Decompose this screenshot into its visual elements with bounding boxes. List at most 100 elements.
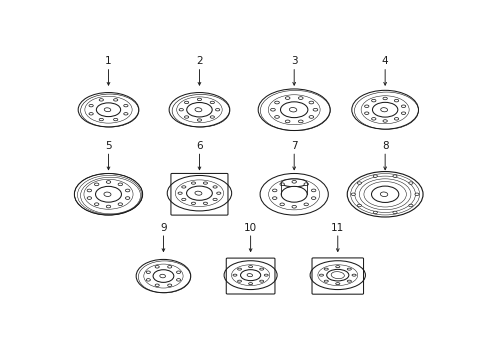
- Ellipse shape: [123, 113, 128, 115]
- FancyBboxPatch shape: [226, 258, 274, 294]
- Ellipse shape: [169, 93, 229, 127]
- Ellipse shape: [260, 174, 327, 215]
- Ellipse shape: [216, 192, 221, 194]
- Ellipse shape: [274, 101, 279, 104]
- Ellipse shape: [96, 103, 121, 117]
- Ellipse shape: [179, 108, 183, 111]
- Ellipse shape: [240, 270, 260, 281]
- Ellipse shape: [382, 97, 386, 100]
- Ellipse shape: [357, 182, 361, 184]
- Ellipse shape: [285, 120, 289, 123]
- Ellipse shape: [106, 181, 110, 183]
- Ellipse shape: [99, 118, 103, 121]
- Ellipse shape: [308, 101, 313, 104]
- Ellipse shape: [324, 280, 327, 282]
- Ellipse shape: [393, 99, 398, 102]
- Ellipse shape: [182, 198, 185, 201]
- Ellipse shape: [146, 279, 150, 281]
- Ellipse shape: [89, 104, 93, 107]
- Ellipse shape: [203, 182, 207, 184]
- Ellipse shape: [351, 90, 418, 129]
- Text: 6: 6: [196, 141, 203, 151]
- Ellipse shape: [371, 99, 375, 102]
- Ellipse shape: [335, 266, 339, 267]
- Ellipse shape: [372, 211, 377, 214]
- Ellipse shape: [392, 175, 396, 177]
- Ellipse shape: [350, 193, 355, 195]
- Ellipse shape: [304, 183, 308, 185]
- Ellipse shape: [113, 99, 118, 101]
- Ellipse shape: [324, 268, 327, 270]
- Ellipse shape: [184, 116, 188, 118]
- Ellipse shape: [346, 280, 351, 282]
- Ellipse shape: [319, 274, 323, 276]
- Ellipse shape: [191, 202, 195, 204]
- Ellipse shape: [118, 203, 122, 206]
- Ellipse shape: [213, 186, 217, 188]
- Ellipse shape: [259, 280, 263, 282]
- Ellipse shape: [184, 101, 188, 104]
- Ellipse shape: [279, 183, 284, 185]
- Ellipse shape: [382, 120, 386, 122]
- Ellipse shape: [371, 118, 375, 120]
- Ellipse shape: [280, 102, 307, 118]
- Ellipse shape: [291, 206, 296, 208]
- Ellipse shape: [87, 197, 91, 199]
- Text: 8: 8: [381, 141, 387, 151]
- Ellipse shape: [258, 89, 329, 131]
- Ellipse shape: [351, 274, 355, 276]
- Ellipse shape: [298, 120, 303, 123]
- Ellipse shape: [176, 279, 180, 281]
- Ellipse shape: [167, 266, 171, 268]
- Ellipse shape: [364, 105, 368, 108]
- Text: 10: 10: [244, 222, 257, 233]
- Ellipse shape: [237, 268, 241, 270]
- Ellipse shape: [94, 183, 99, 186]
- Ellipse shape: [197, 98, 201, 100]
- Ellipse shape: [123, 104, 128, 107]
- Ellipse shape: [285, 97, 289, 99]
- Ellipse shape: [74, 174, 142, 215]
- Ellipse shape: [213, 198, 217, 201]
- Ellipse shape: [176, 271, 180, 274]
- Text: 4: 4: [381, 56, 387, 66]
- Ellipse shape: [274, 116, 279, 118]
- Ellipse shape: [113, 118, 118, 121]
- Ellipse shape: [248, 266, 252, 267]
- Ellipse shape: [155, 266, 159, 268]
- Ellipse shape: [281, 179, 306, 187]
- Ellipse shape: [357, 204, 361, 207]
- Text: 1: 1: [105, 56, 112, 66]
- Ellipse shape: [408, 182, 412, 184]
- Ellipse shape: [248, 283, 252, 285]
- Ellipse shape: [372, 102, 397, 117]
- Text: 11: 11: [330, 222, 344, 233]
- Ellipse shape: [153, 270, 173, 282]
- Ellipse shape: [125, 197, 130, 199]
- Ellipse shape: [298, 97, 303, 99]
- Text: 2: 2: [196, 56, 203, 66]
- Ellipse shape: [94, 203, 99, 206]
- Ellipse shape: [272, 197, 276, 199]
- Ellipse shape: [95, 186, 121, 202]
- FancyBboxPatch shape: [171, 174, 227, 215]
- Ellipse shape: [197, 119, 201, 121]
- Ellipse shape: [401, 105, 405, 108]
- Ellipse shape: [346, 172, 422, 217]
- Ellipse shape: [146, 271, 150, 274]
- Ellipse shape: [279, 203, 284, 206]
- Ellipse shape: [291, 180, 296, 183]
- Ellipse shape: [335, 283, 339, 285]
- Ellipse shape: [89, 113, 93, 115]
- Ellipse shape: [118, 183, 122, 186]
- Text: 9: 9: [160, 222, 166, 233]
- Ellipse shape: [308, 116, 313, 118]
- Ellipse shape: [182, 186, 185, 188]
- Ellipse shape: [281, 186, 306, 202]
- Ellipse shape: [203, 202, 207, 204]
- Ellipse shape: [232, 274, 237, 276]
- Text: 5: 5: [105, 141, 112, 151]
- Ellipse shape: [270, 108, 275, 111]
- Ellipse shape: [186, 103, 212, 117]
- Ellipse shape: [155, 284, 159, 287]
